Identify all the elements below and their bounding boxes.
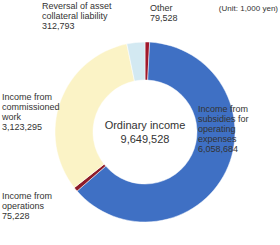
svg-text:Other79,528: Other79,528 xyxy=(150,3,178,23)
svg-text:Income fromcommissionedwork3,1: Income fromcommissionedwork3,123,295 xyxy=(8,92,60,132)
svg-text:Income fromsubsidies foroperat: Income fromsubsidies foroperatingexpense… xyxy=(198,104,249,154)
svg-text:Reversal of assetcollateral li: Reversal of assetcollateral liability312… xyxy=(42,1,112,31)
html-text:(Unit: 1,000 yen): (Unit: 1,000 yen) xyxy=(218,4,278,13)
svg-text:Income fromoperations75,228: Income fromoperations75,228 xyxy=(8,191,52,221)
html-text:9,649,528: 9,649,528 xyxy=(120,133,170,145)
html-text:Ordinary income: Ordinary income xyxy=(104,119,186,131)
